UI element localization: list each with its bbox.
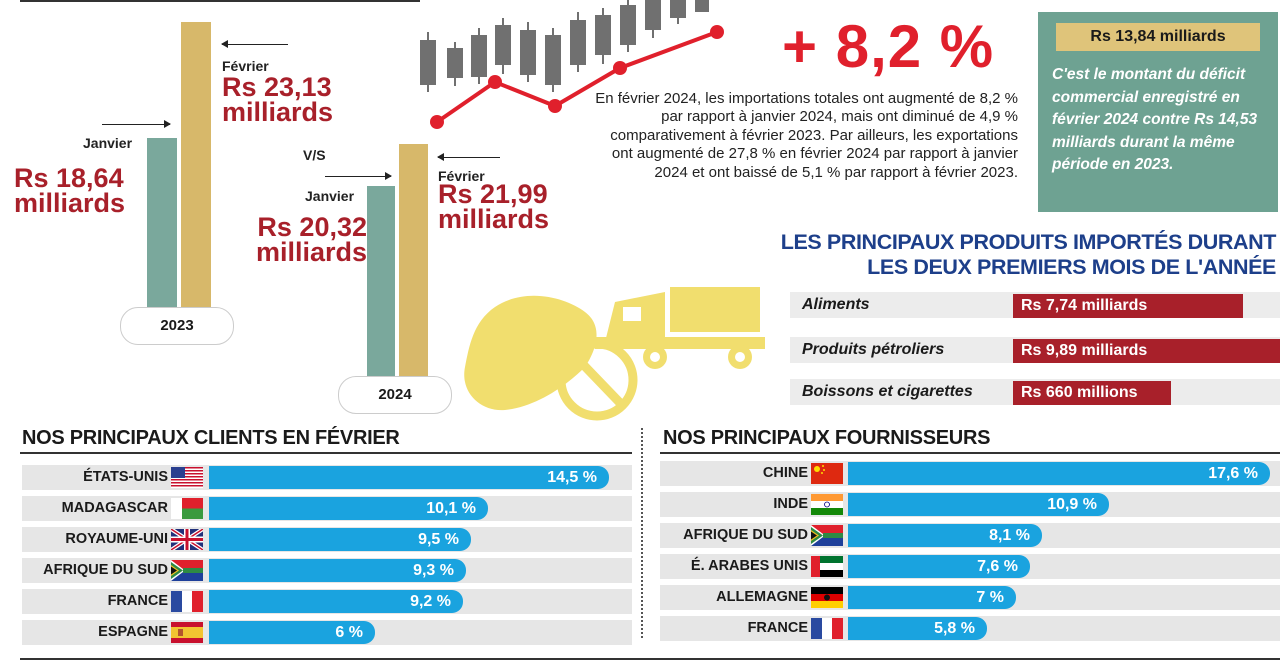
uk-flag-icon <box>171 529 203 550</box>
year-label-2023: 2023 <box>120 307 234 345</box>
country-name: ROYAUME-UNI <box>65 531 168 547</box>
country-row: MADAGASCAR 10,1 % <box>22 496 632 521</box>
country-row: INDE 10,9 % <box>660 492 1280 517</box>
france-flag-icon <box>171 591 203 612</box>
country-name: FRANCE <box>107 593 168 609</box>
product-name: Produits pétroliers <box>802 341 945 358</box>
percentage-bar: 7 % <box>848 586 1016 609</box>
deficit-box: Rs 13,84 milliards C'est le montant du d… <box>1038 12 1278 212</box>
arrow-2024-fevrier <box>437 153 500 161</box>
us-flag-icon <box>171 467 203 488</box>
country-row: ÉTATS-UNIS 14,5 % <box>22 465 632 490</box>
country-row: É. ARABES UNIS 7,6 % <box>660 554 1280 579</box>
product-value-bar: Rs 9,89 milliards <box>1013 339 1280 363</box>
label-2023-janvier: Janvier <box>83 135 133 151</box>
percentage-bar: 14,5 % <box>209 466 609 489</box>
product-row: Aliments Rs 7,74 milliards <box>790 292 1280 318</box>
france-flag-icon <box>811 618 843 639</box>
country-name: ALLEMAGNE <box>716 589 808 605</box>
deficit-text: C'est le montant du déficit commercial e… <box>1052 66 1258 173</box>
value-2023-janvier: Rs 18,64 milliards <box>14 163 126 218</box>
label-2024-janvier: Janvier <box>305 188 355 204</box>
product-name: Aliments <box>802 296 870 313</box>
percentage-bar: 9,3 % <box>209 559 466 582</box>
country-name: ESPAGNE <box>98 624 168 640</box>
value-2023-fevrier: Rs 23,13 milliards <box>222 72 334 127</box>
country-name: ÉTATS-UNIS <box>83 469 168 485</box>
truck-port-illustration <box>464 287 765 421</box>
product-row: Produits pétroliers Rs 9,89 milliards <box>790 337 1280 363</box>
country-name: CHINE <box>762 465 808 481</box>
suppliers-title: NOS PRINCIPAUX FOURNISSEURS <box>663 427 991 449</box>
percentage-bar: 17,6 % <box>848 462 1270 485</box>
suppliers-title-rule <box>660 452 1280 454</box>
country-name: FRANCE <box>747 620 808 636</box>
trend-illustration <box>420 0 724 129</box>
percentage-bar: 10,1 % <box>209 497 488 520</box>
country-row: CHINE 17,6 % <box>660 461 1280 486</box>
label-2023-fevrier: Février <box>222 58 269 74</box>
headline-paragraph: En février 2024, les importations totale… <box>595 90 1018 181</box>
country-row: FRANCE 9,2 % <box>22 589 632 614</box>
china-flag-icon <box>811 463 843 484</box>
section-divider <box>641 428 643 638</box>
percentage-bar: 8,1 % <box>848 524 1042 547</box>
deficit-amount-badge: Rs 13,84 milliards <box>1056 23 1260 51</box>
bar-2024-janvier <box>367 186 395 378</box>
uae-flag-icon <box>811 556 843 577</box>
label-2024-fevrier: Février <box>438 168 485 184</box>
products-title: LES PRINCIPAUX PRODUITS IMPORTÉS DURANT … <box>780 230 1277 279</box>
top-rule <box>20 0 420 2</box>
vs-label: V/S <box>303 147 326 163</box>
percentage-bar: 10,9 % <box>848 493 1109 516</box>
bottom-rule <box>20 658 1280 660</box>
country-row: FRANCE 5,8 % <box>660 616 1280 641</box>
country-row: ROYAUME-UNI 9,5 % <box>22 527 632 552</box>
percentage-bar: 9,2 % <box>209 590 463 613</box>
product-row: Boissons et cigarettes Rs 660 millions <box>790 379 1280 405</box>
headline-percentage: + 8,2 % <box>782 13 995 80</box>
product-value-bar: Rs 7,74 milliards <box>1013 294 1243 318</box>
country-name: É. ARABES UNIS <box>690 558 808 574</box>
product-value-bar: Rs 660 millions <box>1013 381 1171 405</box>
madagascar-flag-icon <box>171 498 203 519</box>
arrow-2023-janvier <box>102 120 171 128</box>
country-row: ALLEMAGNE 7 % <box>660 585 1280 610</box>
country-name: MADAGASCAR <box>61 500 168 516</box>
country-row: AFRIQUE DU SUD 9,3 % <box>22 558 632 583</box>
south-africa-flag-icon <box>811 525 843 546</box>
percentage-bar: 6 % <box>209 621 375 644</box>
spain-flag-icon <box>171 622 203 643</box>
value-2024-janvier: Rs 20,32 milliards <box>255 212 367 267</box>
percentage-bar: 7,6 % <box>848 555 1030 578</box>
product-name: Boissons et cigarettes <box>802 383 973 400</box>
india-flag-icon <box>811 494 843 515</box>
country-name: AFRIQUE DU SUD <box>683 527 808 543</box>
country-name: INDE <box>773 496 808 512</box>
arrow-2023-fevrier <box>221 40 288 48</box>
clients-title: NOS PRINCIPAUX CLIENTS EN FÉVRIER <box>22 427 400 449</box>
year-label-2024: 2024 <box>338 376 452 414</box>
bar-2023-janvier <box>147 138 177 308</box>
bar-2023-fevrier <box>181 22 211 308</box>
country-row: AFRIQUE DU SUD 8,1 % <box>660 523 1280 548</box>
percentage-bar: 5,8 % <box>848 617 987 640</box>
clients-title-rule <box>20 452 632 454</box>
arrow-2024-janvier <box>325 172 392 180</box>
country-name: AFRIQUE DU SUD <box>43 562 168 578</box>
bar-2024-fevrier <box>399 144 428 378</box>
percentage-bar: 9,5 % <box>209 528 471 551</box>
country-row: ESPAGNE 6 % <box>22 620 632 645</box>
germany-flag-icon <box>811 587 843 608</box>
value-2024-fevrier: Rs 21,99 milliards <box>438 179 550 234</box>
south-africa-flag-icon <box>171 560 203 581</box>
